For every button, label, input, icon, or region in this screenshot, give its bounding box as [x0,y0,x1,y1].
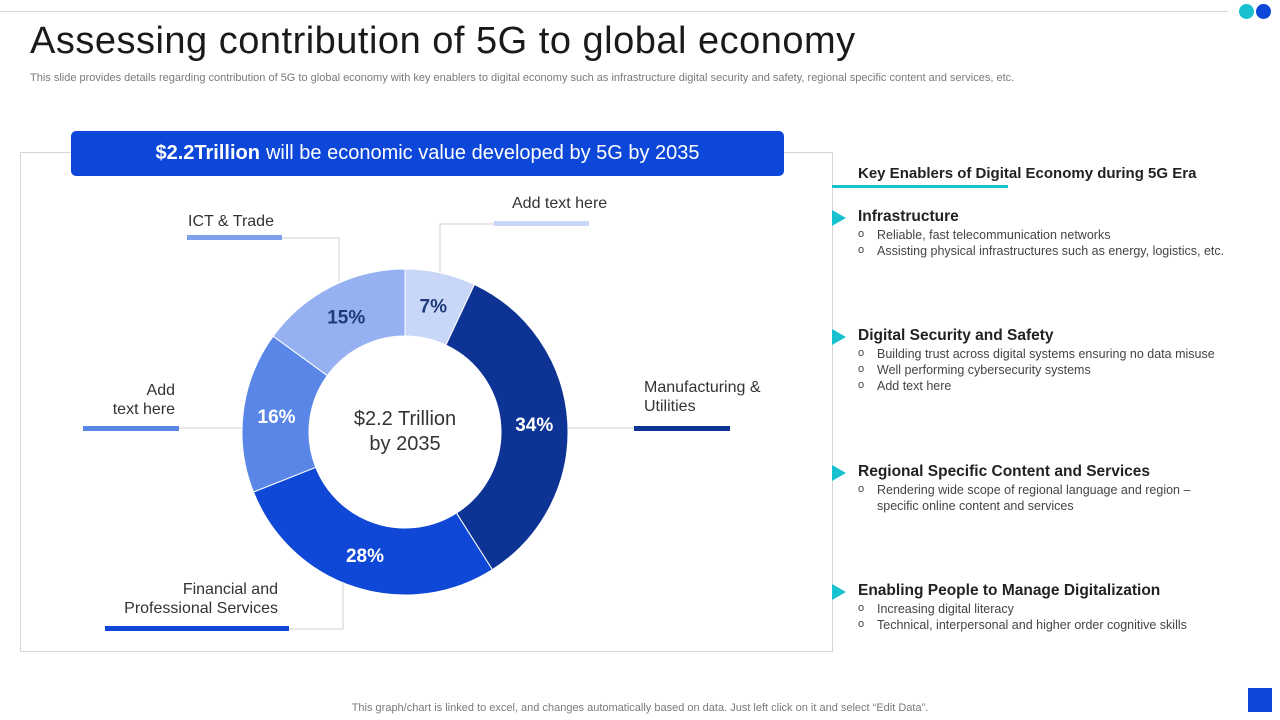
label-underlines [83,221,730,631]
enablers-heading: Key Enablers of Digital Economy during 5… [858,165,1197,182]
enabler-bullets: Rendering wide scope of regional languag… [858,481,1268,514]
donut-center-label: $2.2 Trillion by 2035 [325,407,485,457]
triangle-bullet-icon [832,329,846,345]
triangle-bullet-icon [832,584,846,600]
enabler-bullets: Building trust across digital systems en… [858,345,1268,394]
underline-add-left [83,426,179,431]
category-label-manufacturing: Manufacturing & Utilities [644,378,761,416]
center-line-1: $2.2 Trillion [353,408,457,430]
banner-text: will be economic value developed by 5G b… [265,142,700,164]
enabler-bullets: Reliable, fast telecommunication network… [858,226,1268,259]
fin-line-2: Professional Services [124,600,278,617]
category-label-add-left[interactable]: Add text here [100,381,175,419]
decor-dot-teal [1239,4,1254,19]
bullet-item: Technical, interpersonal and higher orde… [858,616,1268,633]
donut-value-label-2: 28% [346,546,384,567]
underline-fin [105,626,289,631]
triangle-bullet-icon [832,465,846,481]
add-left-line-2: text here [112,401,175,418]
underline-mfg [634,426,730,431]
category-label-financial: Financial and Professional Services [108,580,278,618]
add-left-line-1: Add [146,382,175,399]
banner-bold-value: $2.2Trillion [155,142,260,164]
corner-square-decoration [1248,688,1272,712]
top-divider [0,11,1228,12]
slide-title: Assessing contribution of 5G to global e… [30,20,856,62]
enablers-heading-underline [832,185,1008,188]
underline-ict [187,235,282,240]
bullet-item: Building trust across digital systems en… [858,345,1268,362]
mfg-line-2: Utilities [644,398,696,415]
enabler-bullets: Increasing digital literacy Technical, i… [858,600,1268,633]
slide-subtitle: This slide provides details regarding co… [30,72,1015,84]
bullet-item: specific online content and services [877,499,1074,513]
donut-slice-2[interactable] [252,466,494,596]
bullet-item[interactable]: Add text here [858,377,1268,394]
bullet-item: Reliable, fast telecommunication network… [858,226,1268,243]
category-label-add-top[interactable]: Add text here [512,195,608,212]
headline-banner: $2.2Trillion will be economic value deve… [71,131,784,176]
category-label-ict: ICT & Trade [188,213,274,230]
fin-line-1: Financial and [182,581,278,598]
decor-dot-blue [1256,4,1271,19]
enabler-title: Enabling People to Manage Digitalization [858,582,1161,599]
bullet-item: Well performing cybersecurity systems [858,361,1268,378]
donut-value-label-0: 7% [420,297,448,318]
center-line-2: by 2035 [369,433,441,455]
enabler-title: Regional Specific Content and Services [858,463,1150,480]
donut-value-label-1: 34% [515,415,553,436]
connector-add-top [439,223,494,275]
donut-slice-4[interactable] [272,268,406,377]
enabler-title: Digital Security and Safety [858,327,1054,344]
donut-slices [241,268,569,596]
footnote: This graph/chart is linked to excel, and… [351,702,929,714]
enabler-title: Infrastructure [858,208,959,225]
bullet-item: Increasing digital literacy [858,600,1268,617]
connector-fin [288,580,344,630]
mfg-line-1: Manufacturing & [644,379,761,396]
donut-slice-1[interactable] [445,283,569,571]
donut-value-label-3: 16% [258,407,296,428]
triangle-bullet-icon [832,210,846,226]
bullet-item: Rendering wide scope of regional languag… [858,481,1268,498]
bullet-item: Assisting physical infrastructures such … [858,242,1268,259]
connector-ict [233,237,340,282]
donut-value-label-4: 15% [327,308,365,329]
underline-add-top [494,221,589,226]
donut-slice-labels: 7% 34% 28% 16% 15% [258,297,554,568]
